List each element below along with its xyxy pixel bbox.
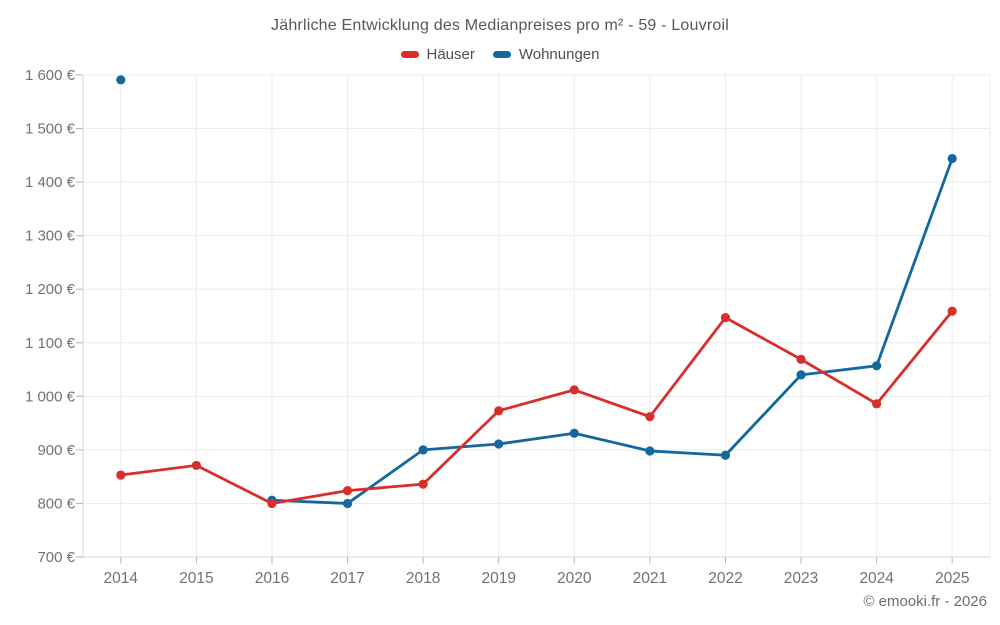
data-point-wohnungen-2024[interactable] [872, 361, 882, 371]
copyright-footer: © emooki.fr - 2026 [863, 593, 987, 610]
y-tick-label: 1 600 € [25, 67, 76, 84]
legend-item-haeuser[interactable]: Häuser [400, 46, 475, 63]
x-tick-label: 2016 [255, 570, 289, 587]
data-point-wohnungen-2017[interactable] [342, 498, 353, 509]
x-tick-label: 2014 [104, 570, 139, 587]
x-tick-label: 2024 [859, 570, 894, 587]
chart-legend: Häuser Wohnungen [0, 46, 1000, 63]
legend-swatch-haeuser-icon [400, 51, 419, 58]
y-tick-label: 900 € [37, 442, 75, 459]
data-point-haeuser-2020[interactable] [569, 385, 579, 395]
x-tick-label: 2019 [481, 570, 515, 587]
data-point-wohnungen-2014[interactable] [116, 75, 126, 85]
series-line-haeuser [119, 309, 954, 505]
x-tick-label: 2021 [633, 570, 667, 587]
y-tick-label: 1 300 € [25, 228, 76, 245]
series-line-wohnungen [270, 157, 954, 505]
y-tick-label: 1 100 € [25, 335, 76, 352]
data-point-wohnungen-2019[interactable] [494, 439, 504, 449]
chart-title: Jährliche Entwicklung des Medianpreises … [271, 17, 729, 34]
data-point-haeuser-2017[interactable] [342, 485, 353, 496]
x-tick-label: 2022 [708, 570, 742, 587]
legend-label-haeuser: Häuser [426, 46, 475, 63]
data-point-haeuser-2024[interactable] [872, 399, 882, 409]
data-point-wohnungen-2022[interactable] [720, 450, 731, 460]
data-point-wohnungen-2023[interactable] [796, 370, 806, 380]
data-point-haeuser-2014[interactable] [116, 470, 126, 480]
data-point-wohnungen-2025[interactable] [947, 153, 957, 164]
data-point-haeuser-2018[interactable] [418, 479, 428, 489]
data-point-haeuser-2016[interactable] [267, 498, 277, 509]
x-tick-label: 2023 [784, 570, 818, 587]
y-tick-label: 1 500 € [25, 121, 76, 138]
legend-label-wohnungen: Wohnungen [518, 46, 600, 63]
data-point-haeuser-2019[interactable] [494, 406, 504, 416]
y-tick-label: 800 € [37, 495, 75, 512]
data-point-haeuser-2021[interactable] [645, 412, 655, 422]
y-tick-label: 1 000 € [25, 388, 76, 405]
data-point-wohnungen-2021[interactable] [645, 446, 655, 456]
data-point-haeuser-2015[interactable] [191, 460, 201, 471]
y-tick-label: 1 400 € [25, 174, 76, 191]
x-tick-label: 2020 [557, 570, 592, 587]
data-point-haeuser-2023[interactable] [796, 354, 806, 364]
data-point-wohnungen-2020[interactable] [569, 428, 579, 438]
data-point-haeuser-2025[interactable] [947, 306, 957, 316]
y-tick-label: 700 € [37, 549, 75, 566]
data-point-wohnungen-2018[interactable] [418, 445, 428, 455]
legend-item-wohnungen[interactable]: Wohnungen [492, 46, 600, 63]
x-tick-label: 2015 [179, 570, 213, 587]
legend-swatch-wohnungen-icon [492, 51, 511, 58]
x-tick-label: 2018 [406, 570, 440, 587]
x-tick-label: 2025 [935, 570, 969, 587]
y-tick-label: 1 200 € [25, 281, 76, 298]
x-tick-label: 2017 [330, 570, 364, 587]
data-point-haeuser-2022[interactable] [720, 313, 731, 323]
